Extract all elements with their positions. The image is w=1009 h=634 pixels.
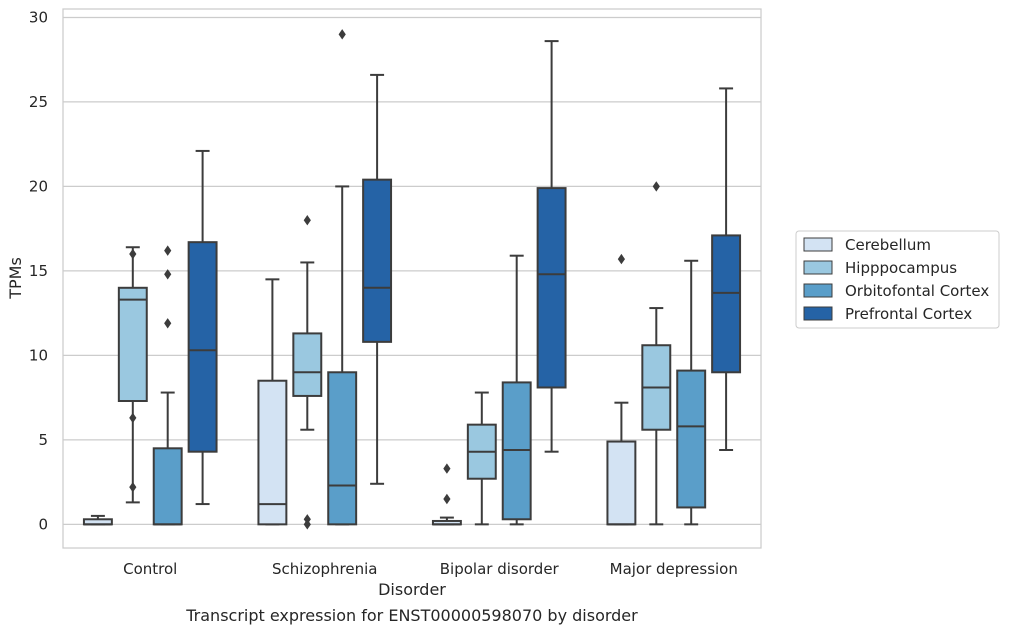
box-hipppocampus bbox=[466, 391, 497, 526]
legend-swatch bbox=[803, 260, 833, 275]
x-axis-title: Disorder bbox=[378, 580, 446, 599]
box-iqr bbox=[536, 187, 567, 389]
outlier-point bbox=[443, 493, 451, 505]
outlier-point bbox=[164, 269, 172, 280]
box-hipppocampus bbox=[117, 246, 148, 504]
y-tick-label: 30 bbox=[29, 8, 48, 26]
box-orbitofontal-cortex bbox=[327, 29, 358, 526]
legend-label: Orbitofontal Cortex bbox=[845, 282, 989, 300]
outlier-point bbox=[617, 253, 625, 265]
y-tick-labels: 0 5 10 15 20 25 30 bbox=[29, 8, 48, 533]
y-tick-label: 10 bbox=[29, 346, 48, 364]
legend-frame bbox=[795, 230, 1000, 329]
box-cerebellum bbox=[257, 278, 288, 526]
box-groups bbox=[82, 29, 742, 530]
x-tick-labels: Control Schizophrenia Bipolar disorder Majo… bbox=[123, 560, 738, 578]
outlier-point bbox=[443, 463, 451, 474]
y-tick-label: 15 bbox=[29, 262, 48, 280]
box-prefrontal-cortex bbox=[187, 149, 218, 506]
y-tick-label: 0 bbox=[38, 515, 48, 533]
outlier-point bbox=[338, 29, 346, 40]
legend-label: Prefrontal Cortex bbox=[845, 305, 972, 323]
box-prefrontal-cortex bbox=[711, 87, 742, 451]
box-hipppocampus bbox=[292, 215, 323, 530]
box-iqr bbox=[676, 369, 707, 509]
legend-swatch bbox=[803, 237, 833, 252]
box-iqr bbox=[257, 379, 288, 526]
box-iqr bbox=[187, 241, 218, 453]
box-cerebellum bbox=[82, 514, 113, 526]
box-iqr bbox=[117, 286, 148, 402]
box-orbitofontal-cortex bbox=[676, 259, 707, 526]
box-orbitofontal-cortex bbox=[152, 245, 183, 526]
legend-swatch bbox=[803, 306, 833, 321]
box-prefrontal-cortex bbox=[536, 40, 567, 453]
x-tick-label: Bipolar disorder bbox=[440, 560, 560, 578]
box-iqr bbox=[362, 178, 393, 343]
box-hipppocampus bbox=[641, 181, 672, 526]
legend-label: Hipppocampus bbox=[845, 259, 957, 277]
outlier-point bbox=[303, 215, 311, 226]
x-tick-label: Control bbox=[123, 560, 177, 578]
box-iqr bbox=[606, 440, 637, 526]
outlier-point bbox=[164, 318, 172, 329]
outlier-point bbox=[129, 481, 137, 493]
box-prefrontal-cortex bbox=[362, 73, 393, 485]
y-tick-label: 20 bbox=[29, 177, 48, 195]
outlier-point bbox=[164, 245, 172, 256]
y-axis-title: TPMs bbox=[6, 257, 25, 300]
x-tick-label: Major depression bbox=[610, 560, 738, 578]
outlier-point bbox=[652, 181, 660, 192]
y-tick-label: 25 bbox=[29, 93, 48, 111]
box-iqr bbox=[327, 371, 358, 526]
box-iqr bbox=[152, 447, 183, 526]
x-tick-label: Schizophrenia bbox=[272, 560, 377, 578]
plot-frame bbox=[62, 8, 762, 549]
outlier-point bbox=[129, 412, 137, 424]
box-cerebellum bbox=[431, 463, 462, 526]
legend-label: Cerebellum bbox=[845, 236, 931, 254]
legend-swatch bbox=[803, 283, 833, 298]
outlier-point bbox=[303, 514, 311, 525]
legend: Cerebellum Hipppocampus Orbitofontal Corte… bbox=[795, 230, 1000, 329]
box-cerebellum bbox=[606, 253, 637, 526]
grid-lines bbox=[63, 16, 761, 525]
box-iqr bbox=[292, 332, 323, 397]
box-orbitofontal-cortex bbox=[501, 254, 532, 526]
y-tick-label: 5 bbox=[38, 431, 48, 449]
outlier-point bbox=[129, 248, 137, 260]
chart-caption: Transcript expression for ENST0000059807… bbox=[186, 606, 638, 625]
box-iqr bbox=[711, 234, 742, 374]
